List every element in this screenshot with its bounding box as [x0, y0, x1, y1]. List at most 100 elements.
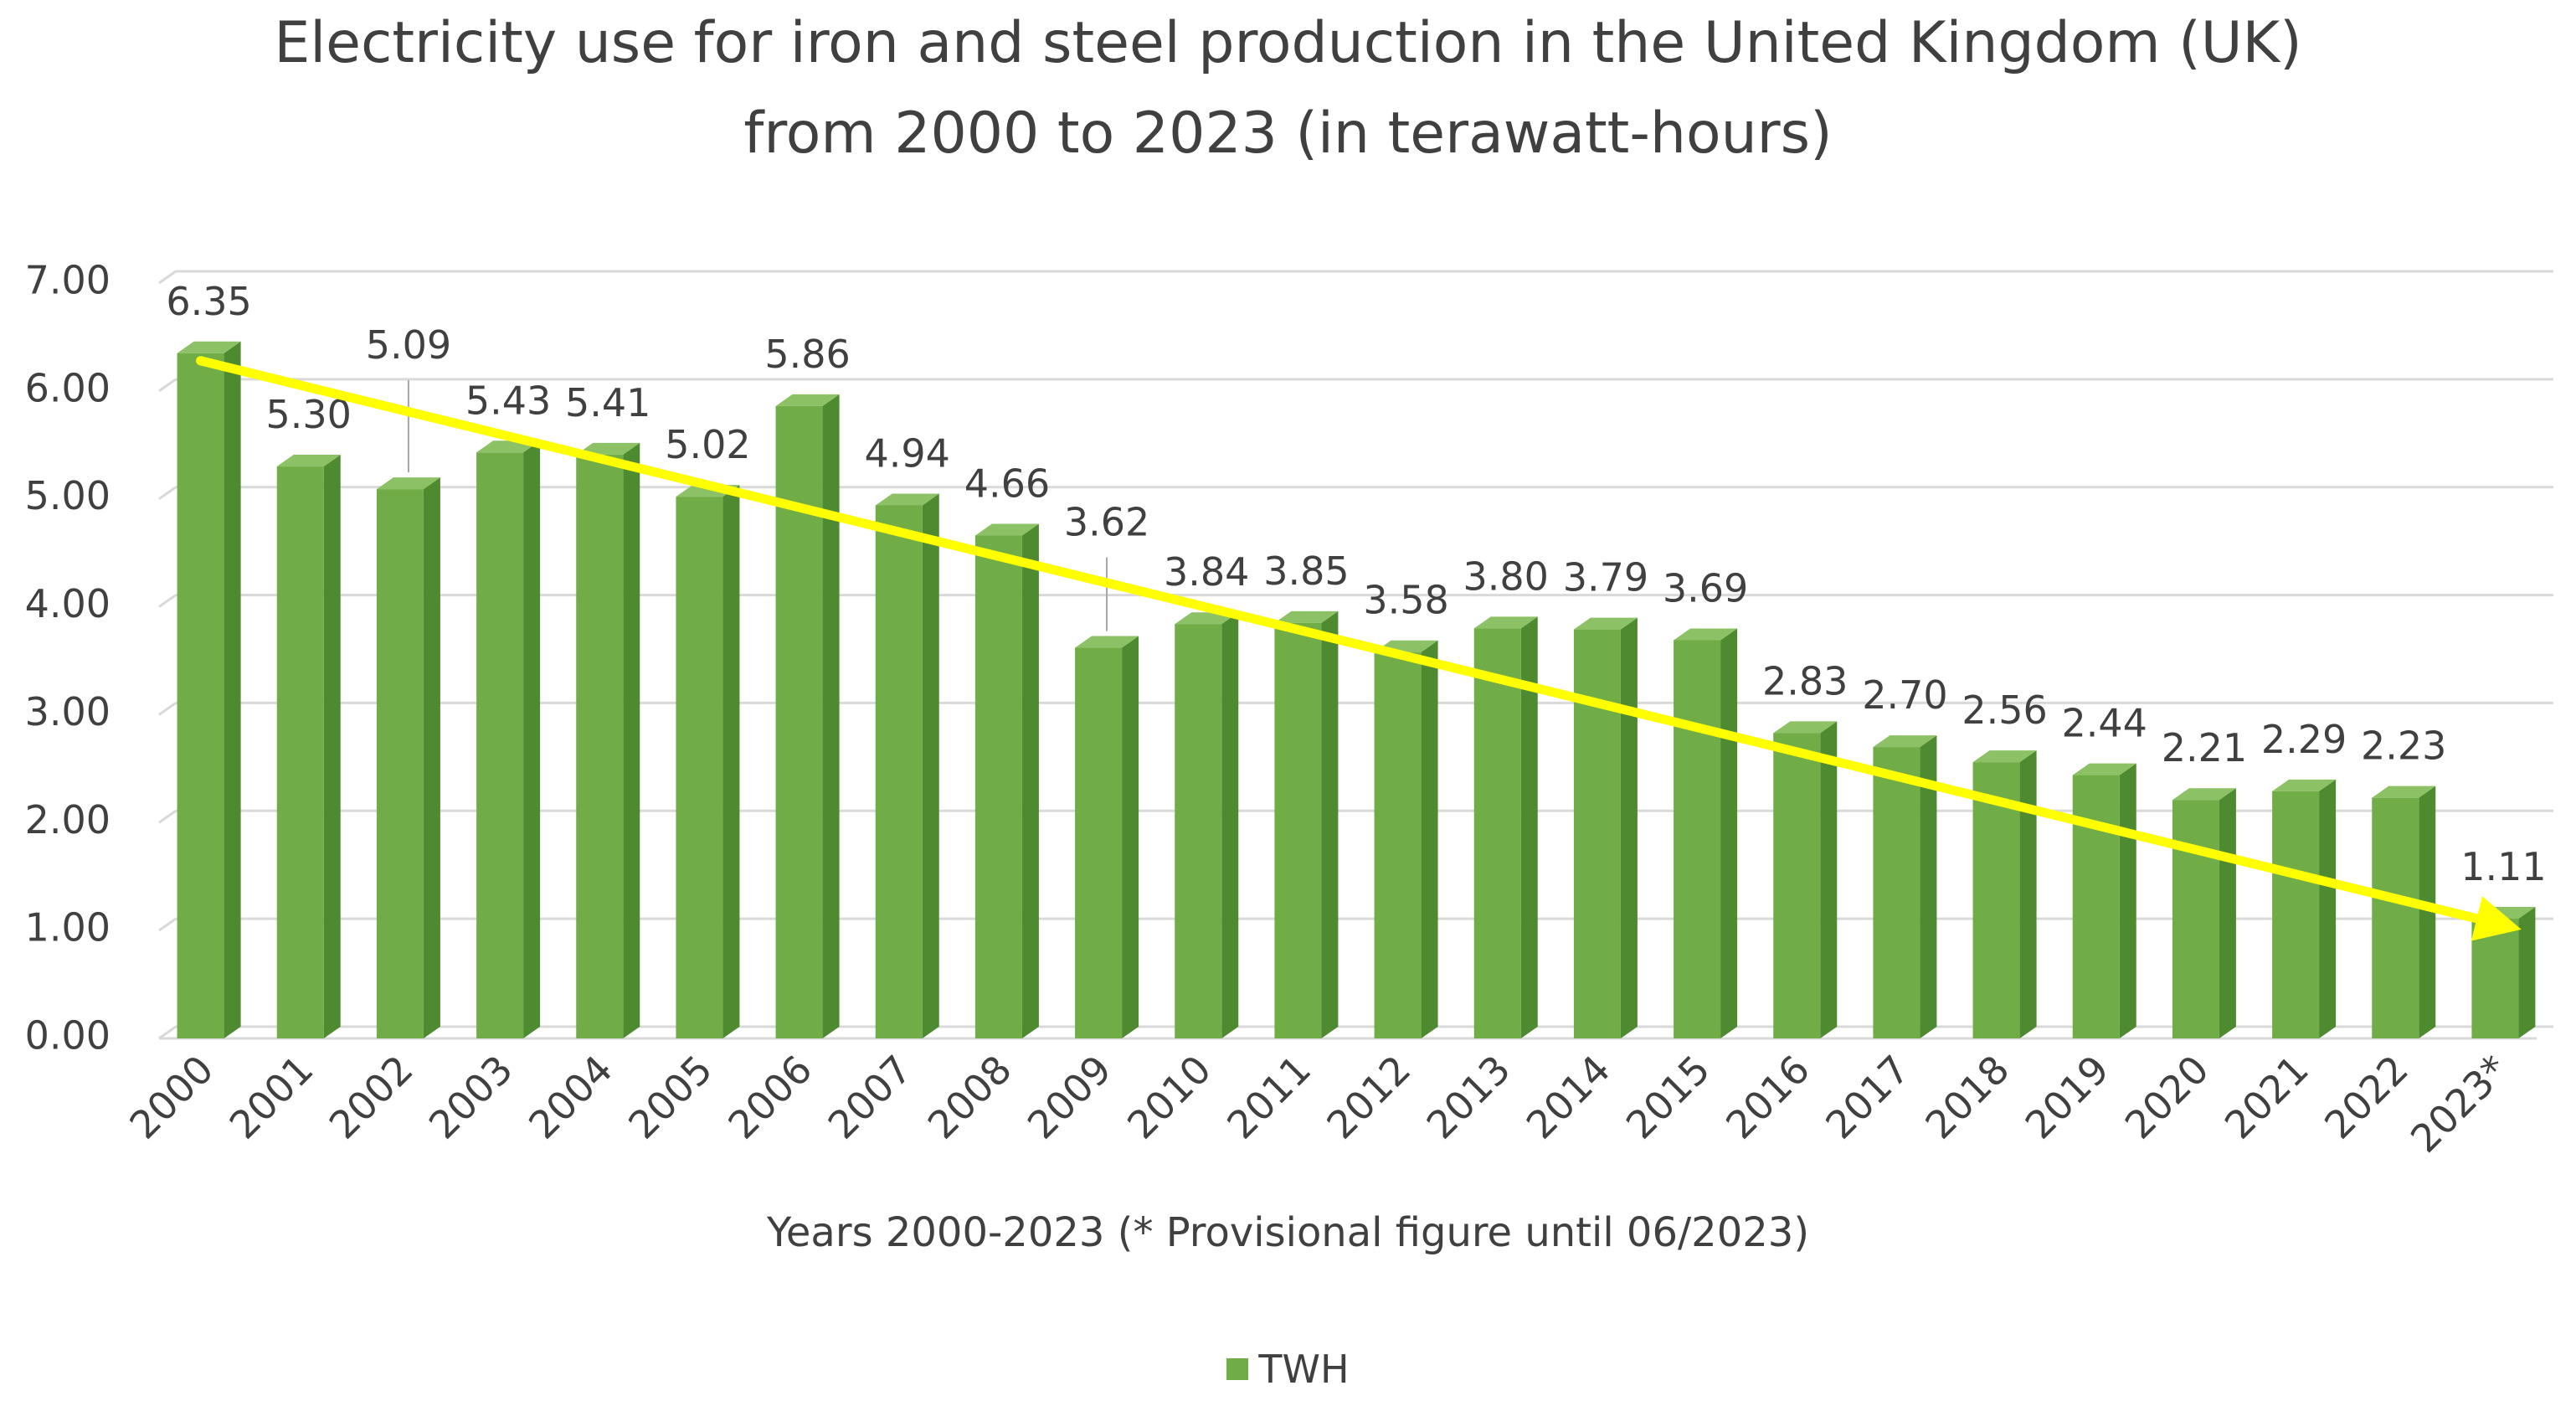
data-label: 2.83: [1762, 658, 1848, 703]
bar-front: [1175, 624, 1222, 1038]
y-tick-label: 7.00: [25, 258, 111, 303]
bar-side: [1122, 636, 1139, 1038]
bar: [1075, 636, 1139, 1038]
data-label: 3.84: [1164, 549, 1249, 595]
bar-side: [1021, 523, 1039, 1038]
bar-side: [1720, 628, 1738, 1038]
data-label: 2.70: [1862, 672, 1947, 718]
legend-swatch: [1226, 1358, 1249, 1380]
bar-side: [1321, 610, 1339, 1038]
chart-title-line-2: from 2000 to 2023 (in terawatt-hours): [743, 100, 1833, 167]
data-label: 5.30: [266, 392, 352, 437]
data-label: 1.11: [2460, 844, 2546, 889]
data-label: 5.86: [764, 332, 850, 377]
bars: [177, 341, 2536, 1038]
bar: [1175, 612, 1239, 1038]
bar-front: [1274, 622, 1322, 1038]
bar-side: [822, 394, 840, 1038]
x-tick-label: 2011: [1218, 1047, 1319, 1148]
x-tick-label: 2018: [1916, 1047, 2018, 1148]
x-tick-label: 2012: [1318, 1047, 1419, 1148]
bar-top: [1972, 750, 2037, 763]
x-tick-label: 2019: [2017, 1047, 2118, 1148]
bar-top: [376, 477, 440, 490]
data-label-leader-lines: [407, 380, 1108, 631]
x-axis-title: Years 2000-2023 (* Provisional figure un…: [766, 1209, 1810, 1256]
bar: [2172, 788, 2236, 1038]
bar-front: [177, 353, 224, 1038]
y-tick-label: 0.00: [25, 1013, 111, 1058]
data-label: 2.21: [2162, 725, 2247, 770]
y-tick-label: 2.00: [25, 797, 111, 842]
bar: [177, 341, 241, 1038]
bar: [2072, 763, 2136, 1038]
bar: [2372, 785, 2436, 1038]
gridline-diagonal: [158, 270, 177, 285]
x-tick-label: 2004: [520, 1047, 621, 1148]
bar-side: [323, 455, 341, 1038]
x-tick-label: 2022: [2316, 1047, 2417, 1148]
y-tick-label: 1.00: [25, 905, 111, 950]
x-tick-label: 2016: [1717, 1047, 1818, 1148]
bar-front: [1773, 733, 1821, 1038]
trend-arrow: [196, 356, 2522, 941]
x-tick-label: 2014: [1518, 1047, 1619, 1148]
bar-top: [177, 341, 241, 353]
bar-front: [476, 452, 524, 1038]
bar: [1573, 617, 1638, 1038]
bar-side: [722, 485, 740, 1038]
bar-front: [2471, 918, 2519, 1038]
bar-top: [1674, 628, 1738, 641]
bar: [676, 485, 740, 1038]
x-tick-label: 2007: [820, 1047, 921, 1148]
bar-side: [2518, 906, 2536, 1038]
data-label: 5.43: [465, 378, 551, 423]
gridline-diagonal: [158, 378, 177, 393]
x-tick-label: 2009: [1019, 1047, 1120, 1148]
data-labels: 6.35 5.30 5.09 5.43 5.41 5.02 5.86 4.94 4.66 3.62…: [166, 279, 2546, 889]
data-label: 6.35: [166, 279, 251, 324]
data-label: 5.41: [565, 380, 650, 425]
data-label: 3.85: [1263, 549, 1349, 594]
bar: [974, 523, 1039, 1038]
bar-top: [276, 455, 341, 467]
bar-top: [1075, 636, 1139, 648]
x-tick-label: 2006: [719, 1047, 820, 1148]
bar-side: [1820, 721, 1838, 1038]
bar: [476, 440, 541, 1038]
bar-top: [974, 523, 1039, 536]
bar-side: [1221, 612, 1239, 1038]
bar-front: [276, 466, 324, 1038]
data-label: 3.58: [1363, 578, 1448, 623]
bar: [775, 394, 840, 1038]
bar-top: [875, 493, 939, 506]
trend-arrow-layer: [196, 356, 2522, 941]
data-label: 4.66: [964, 461, 1050, 507]
y-tick-label: 4.00: [25, 581, 111, 626]
bar-side: [2419, 785, 2436, 1038]
bar: [1873, 735, 1937, 1038]
x-tick-label: 2000: [121, 1047, 222, 1148]
bar-top: [1873, 735, 1937, 748]
data-label: 2.23: [2361, 724, 2446, 769]
x-tick-label: 2008: [919, 1047, 1021, 1148]
y-axis-tick-labels: 0.00 1.00 2.00 3.00 4.00 5.00 6.00 7.00: [25, 258, 111, 1058]
bar-front: [875, 505, 923, 1038]
bar-front: [974, 535, 1022, 1038]
bar-front: [676, 497, 723, 1038]
bar-front: [2372, 797, 2419, 1038]
bar: [1374, 640, 1438, 1038]
bar-side: [1421, 640, 1438, 1038]
bar-side: [2119, 763, 2136, 1038]
bar-side: [1920, 735, 1937, 1038]
bar-front: [2172, 800, 2219, 1038]
bar-front: [1674, 640, 1721, 1038]
x-tick-label: 2023*: [2402, 1047, 2517, 1161]
bar-side: [224, 341, 241, 1038]
bar-side: [623, 442, 640, 1038]
bar: [1773, 721, 1838, 1038]
data-label: 4.94: [865, 430, 950, 476]
bar-top: [1773, 721, 1838, 734]
bar: [875, 493, 939, 1038]
